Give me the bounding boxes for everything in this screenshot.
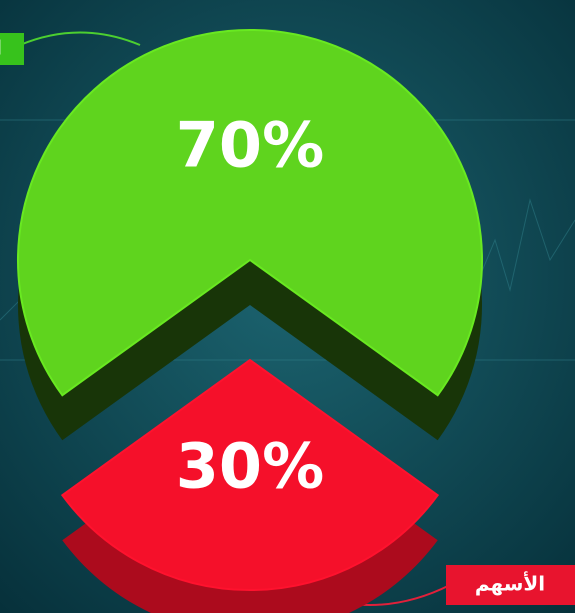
value-label: 70%	[176, 109, 324, 182]
legend-box	[446, 565, 575, 605]
slice	[17, 29, 483, 397]
connector	[19, 31, 141, 46]
legend-box	[0, 33, 24, 65]
value-label: 30%	[176, 429, 324, 502]
legend-label: ال	[0, 36, 2, 60]
pie: 70% 30%	[17, 29, 483, 613]
slice	[60, 358, 440, 591]
legend-label: الأسهم	[475, 571, 545, 596]
